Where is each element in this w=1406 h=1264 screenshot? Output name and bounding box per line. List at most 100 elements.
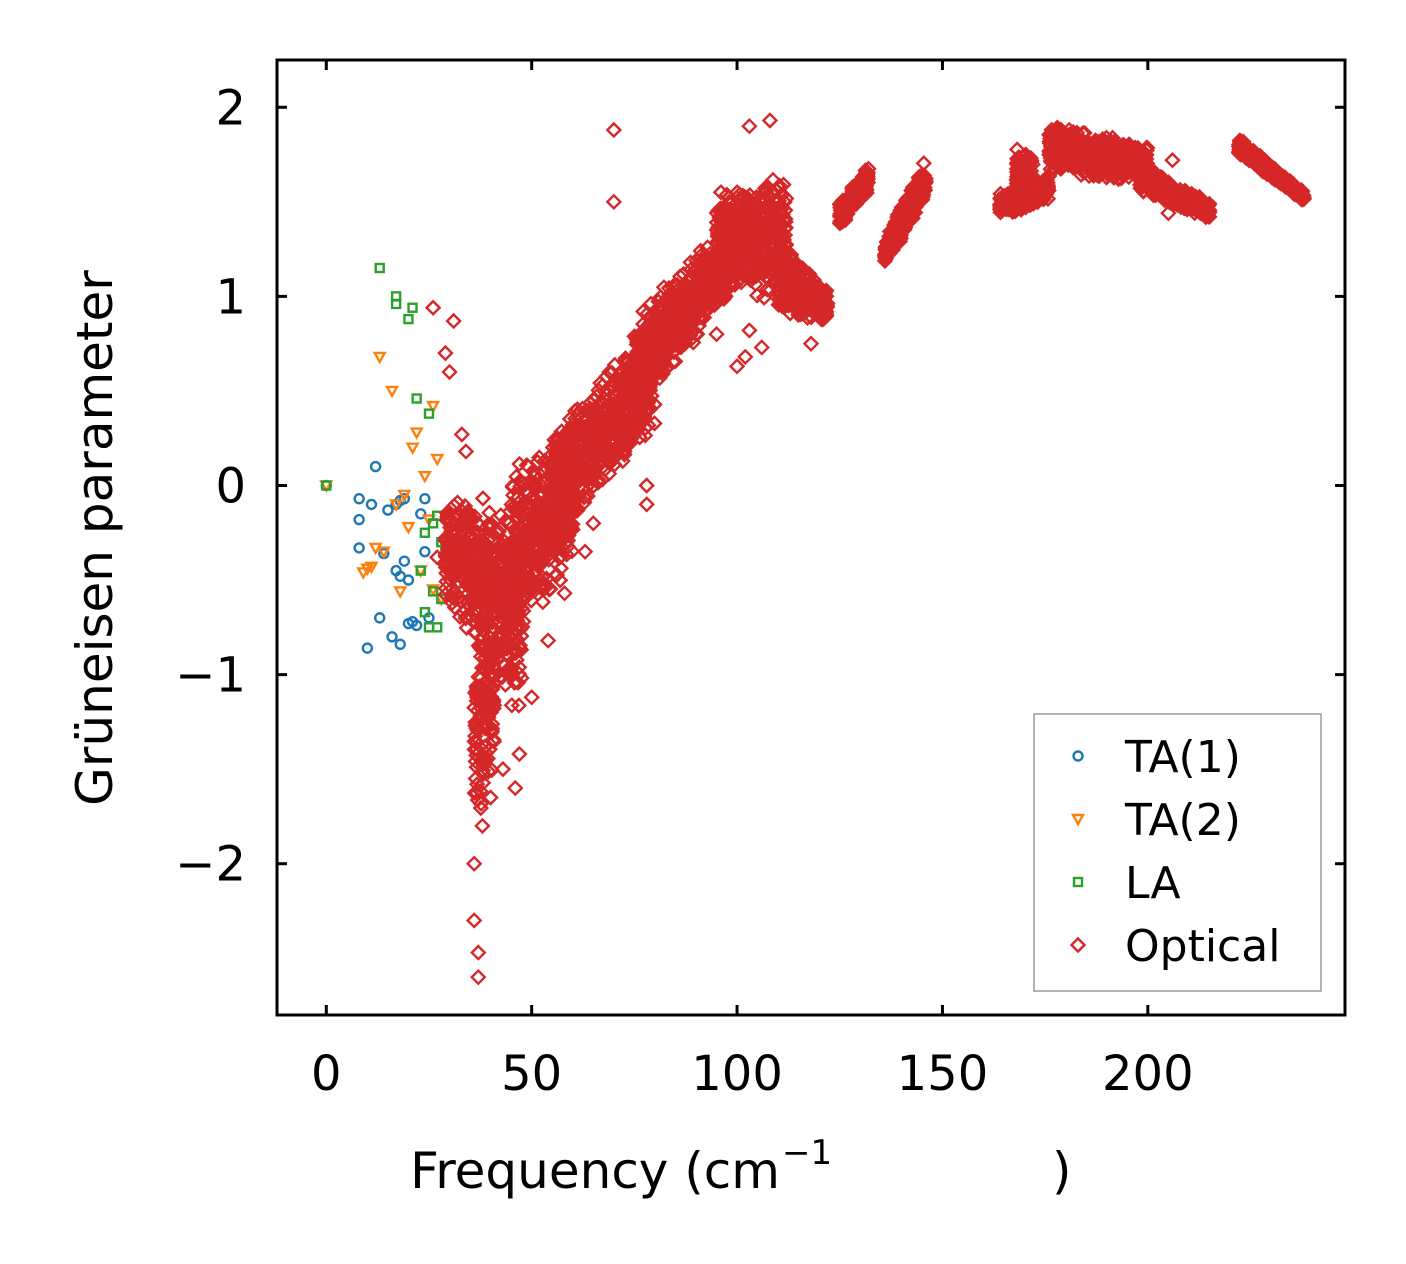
optical-point: [474, 490, 492, 507]
optical-point: [548, 566, 565, 583]
optical-point: [1017, 182, 1034, 199]
optical-point: [526, 527, 543, 544]
optical-point: [561, 443, 579, 461]
optical-point: [756, 190, 773, 207]
optical-point: [635, 369, 652, 386]
ta-2-point: [401, 521, 416, 535]
optical-point: [799, 309, 816, 326]
optical-point: [545, 492, 563, 509]
optical-point: [805, 295, 823, 312]
optical-point: [741, 202, 759, 219]
optical-point: [852, 176, 869, 193]
optical-point: [699, 263, 716, 280]
optical-point: [728, 218, 745, 235]
optical-point: [590, 431, 608, 448]
optical-point: [717, 211, 734, 228]
optical-point: [615, 402, 633, 419]
ta-2-point: [405, 442, 420, 456]
optical-point: [667, 318, 685, 336]
optical-point: [496, 620, 513, 637]
optical-point: [849, 180, 866, 198]
optical-point: [530, 552, 547, 570]
optical-point: [1067, 146, 1085, 163]
optical-point: [702, 288, 720, 305]
optical-point: [1087, 132, 1104, 149]
optical-point: [467, 770, 484, 787]
ta-1-point: [419, 545, 431, 558]
optical-point: [510, 659, 528, 676]
optical-point: [466, 591, 483, 609]
optical-point: [719, 265, 736, 283]
optical-point: [773, 186, 790, 204]
ta-1-point: [394, 638, 406, 651]
optical-point: [1006, 203, 1024, 220]
optical-point: [572, 417, 589, 434]
optical-point: [602, 406, 619, 423]
optical-point: [508, 561, 526, 579]
optical-point: [540, 581, 558, 598]
ta-1-point: [365, 498, 378, 511]
ta-2-point: [409, 427, 424, 441]
optical-point: [664, 278, 681, 296]
ta-1-point: [353, 493, 365, 505]
optical-point: [647, 322, 665, 339]
ta-1-point: [410, 619, 423, 632]
optical-point: [544, 502, 561, 519]
optical-point: [746, 241, 763, 258]
ta-1-point: [415, 508, 427, 520]
optical-point: [900, 209, 917, 227]
optical-point: [741, 236, 759, 253]
optical-point: [531, 556, 549, 573]
optical-point: [792, 294, 809, 312]
optical-point: [712, 184, 730, 201]
optical-point: [899, 200, 917, 218]
la-point: [321, 480, 332, 491]
ta-2-point: [430, 453, 445, 467]
optical-point: [574, 400, 591, 417]
optical-point: [757, 183, 775, 200]
ta-1-point: [382, 504, 394, 516]
optical-point: [593, 431, 611, 448]
optical-point: [508, 543, 525, 560]
series-la: [321, 262, 451, 633]
optical-point: [553, 423, 570, 440]
optical-point: [772, 217, 789, 234]
optical-point: [581, 470, 598, 487]
optical-point: [491, 564, 508, 581]
optical-point: [773, 295, 790, 312]
optical-point: [449, 494, 466, 511]
la-point: [403, 313, 414, 325]
ta-2-point: [426, 584, 441, 597]
optical-point: [475, 684, 492, 702]
la-point: [390, 298, 402, 310]
optical-point: [480, 615, 498, 632]
optical-point: [739, 201, 757, 219]
optical-point: [695, 309, 713, 326]
optical-point: [468, 552, 486, 570]
optical-point: [588, 404, 606, 422]
data-markers: [319, 112, 1313, 986]
optical-point: [578, 402, 595, 419]
optical-point: [473, 589, 490, 606]
optical-point: [560, 422, 577, 439]
optical-point: [487, 587, 505, 604]
optical-point: [444, 559, 461, 576]
optical-point: [658, 303, 675, 320]
la-point: [419, 527, 431, 538]
optical-point: [534, 569, 551, 586]
optical-point: [466, 624, 484, 642]
optical-point: [1011, 169, 1029, 187]
optical-point: [477, 649, 494, 666]
series-ta-2: [319, 351, 449, 607]
optical-point: [629, 393, 646, 410]
optical-point: [549, 430, 566, 447]
optical-point: [704, 269, 721, 286]
optical-point: [513, 599, 530, 617]
optical-point: [524, 498, 541, 516]
optical-point: [524, 535, 541, 552]
optical-point: [466, 733, 483, 750]
optical-point: [676, 276, 694, 293]
optical-point: [462, 568, 480, 585]
optical-point: [547, 469, 564, 486]
optical-point: [556, 476, 573, 494]
